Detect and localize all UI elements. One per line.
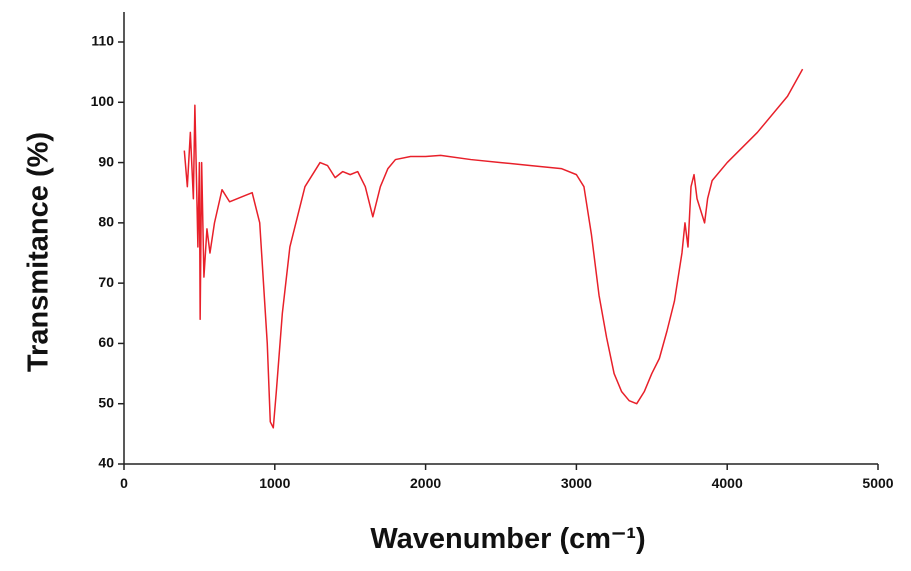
y-tick-label: 40 — [98, 455, 114, 471]
y-tick-label: 60 — [98, 334, 114, 350]
x-tick-label: 3000 — [561, 475, 592, 491]
y-tick-label: 90 — [98, 153, 114, 169]
x-tick-label: 2000 — [410, 475, 441, 491]
y-tick-label: 110 — [91, 33, 114, 49]
y-tick-label: 100 — [91, 93, 115, 109]
x-tick-label: 5000 — [862, 475, 893, 491]
x-tick-label: 4000 — [712, 475, 743, 491]
x-axis-label: Wavenumber (cm⁻¹) — [370, 523, 645, 555]
spectrum-line — [183, 68, 804, 429]
x-tick-label: 1000 — [259, 475, 290, 491]
y-tick-label: 70 — [98, 274, 114, 290]
y-axis-label: Transmitance (%) — [23, 132, 55, 372]
y-tick-label: 80 — [98, 214, 114, 230]
x-tick-label: 0 — [120, 475, 128, 491]
y-tick-label: 50 — [98, 394, 114, 410]
